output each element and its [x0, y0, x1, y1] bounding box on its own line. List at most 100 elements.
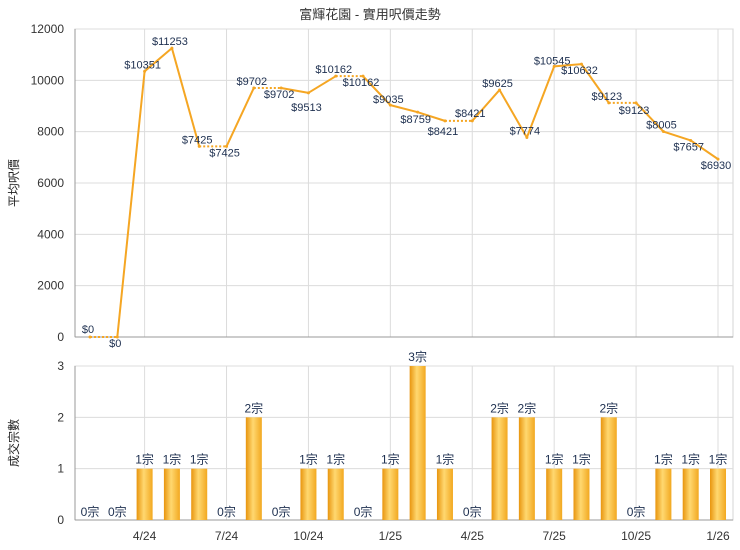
x-tick-label: 7/24: [215, 529, 239, 543]
price-data-label: $9625: [482, 78, 513, 90]
price-point: [634, 101, 638, 105]
price-point: [552, 64, 556, 68]
price-line-segment: [580, 63, 610, 104]
x-tick-label: 7/25: [542, 529, 566, 543]
count-bar: [409, 366, 426, 520]
price-point: [607, 101, 611, 105]
price-data-label: $6930: [701, 160, 732, 172]
count-bar: [573, 468, 590, 520]
price-axis-title: 平均呎價: [7, 159, 21, 207]
price-point: [306, 91, 310, 95]
price-point: [170, 46, 174, 50]
x-tick-label: 1/25: [379, 529, 403, 543]
price-data-label: $10545: [534, 55, 571, 67]
x-tick-label: 4/24: [133, 529, 157, 543]
price-data-label: $8005: [646, 120, 677, 132]
price-data-label: $9123: [591, 91, 622, 103]
price-line-segment: [416, 111, 446, 122]
price-data-label: $9702: [264, 89, 295, 101]
price-y-tick-label: 2000: [37, 279, 64, 293]
price-point: [525, 135, 529, 139]
price-line-segment: [525, 65, 556, 139]
count-bar: [518, 417, 535, 520]
count-plot-area: 0 1 2 3 4/24 7/24 10/24 1/25 4/25 7/25 10/25 1/26 0宗…: [57, 349, 734, 543]
count-bar: [491, 417, 508, 520]
price-point: [498, 88, 502, 92]
count-bar-label: 1宗: [163, 452, 182, 467]
price-point: [361, 74, 365, 78]
x-tick-label: 10/24: [293, 529, 323, 543]
price-data-label: $8421: [455, 108, 486, 120]
price-data-label: $10632: [561, 65, 598, 77]
count-y-tick-label: 2: [57, 410, 64, 424]
count-bar-label: 1宗: [545, 452, 564, 467]
count-bar-label: 2宗: [599, 400, 618, 415]
price-data-label: $9702: [237, 76, 268, 88]
price-point: [470, 119, 474, 123]
price-point: [689, 138, 693, 142]
price-point: [143, 69, 147, 73]
count-y-tick-label: 3: [57, 359, 64, 373]
count-bar: [327, 468, 344, 520]
count-bar: [382, 468, 399, 520]
price-y-tick-label: 0: [57, 330, 64, 344]
price-y-tick-label: 8000: [37, 125, 64, 139]
price-point: [443, 119, 447, 123]
price-point: [334, 74, 338, 78]
price-line-segment: [143, 47, 173, 73]
count-bar-label: 1宗: [572, 452, 591, 467]
price-data-label: $10162: [315, 64, 352, 76]
count-y-tick-label: 0: [57, 513, 64, 527]
price-line-segment: [553, 63, 583, 68]
x-tick-label: 1/26: [706, 529, 730, 543]
price-line-segment: [307, 75, 337, 94]
price-data-label: $9035: [373, 94, 404, 106]
count-bar: [655, 468, 672, 520]
price-point: [88, 335, 92, 339]
price-data-label: $0: [109, 338, 121, 350]
price-data-label: $7425: [182, 134, 213, 146]
count-bar-label: 0宗: [272, 504, 291, 519]
price-data-label: $8421: [428, 126, 459, 138]
price-point: [716, 157, 720, 161]
count-bar-label: 0宗: [81, 504, 100, 519]
count-bar: [710, 468, 726, 520]
count-bar: [436, 468, 453, 520]
price-data-label: $7657: [673, 141, 704, 153]
count-bar-label: 1宗: [681, 452, 700, 467]
count-bar: [191, 468, 208, 520]
price-point: [579, 62, 583, 66]
price-line-segment: [280, 86, 310, 94]
count-bar-label: 0宗: [108, 504, 127, 519]
count-bar-label: 2宗: [518, 400, 537, 415]
price-point: [252, 86, 256, 90]
price-y-tick-label: 6000: [37, 176, 64, 190]
count-bar: [546, 468, 563, 520]
count-bar: [600, 417, 617, 520]
price-data-label: $7425: [209, 147, 240, 159]
price-line-segment: [498, 88, 528, 139]
count-bar-label: 3宗: [408, 349, 427, 364]
x-tick-label: 10/25: [621, 529, 651, 543]
price-data-label: $8759: [400, 114, 431, 126]
count-bar-label: 2宗: [244, 400, 263, 415]
price-line-segment: [635, 101, 665, 133]
price-line-segment: [689, 139, 719, 161]
price-point: [416, 110, 420, 114]
count-bar-label: 1宗: [709, 452, 728, 467]
count-bar-label: 1宗: [654, 452, 673, 467]
count-bar-label: 1宗: [436, 452, 455, 467]
price-data-label: $10162: [343, 77, 380, 89]
chart-title: 富輝花園 - 實用呎價走勢: [299, 7, 441, 22]
count-bar-label: 0宗: [627, 504, 646, 519]
count-bar: [245, 417, 262, 520]
count-bar-label: 1宗: [326, 452, 345, 467]
price-data-label: $0: [82, 324, 94, 336]
count-bar: [300, 468, 317, 520]
price-y-tick-label: 10000: [31, 73, 65, 87]
price-line-segment: [662, 130, 692, 142]
price-data-label: $7774: [510, 125, 541, 137]
price-point: [388, 103, 392, 107]
count-bar-label: 0宗: [354, 504, 373, 519]
